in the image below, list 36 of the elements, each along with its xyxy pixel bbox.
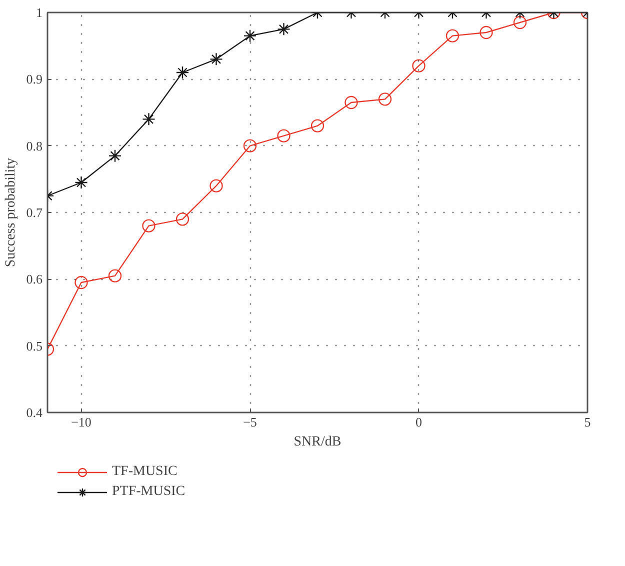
y-tick-label: 0.6 [26, 272, 43, 287]
y-tick-label: 0.9 [26, 72, 42, 87]
point [446, 29, 460, 42]
point [108, 269, 122, 282]
x-tick-label: −10 [71, 414, 92, 430]
y-tick-label: 0.8 [26, 138, 42, 154]
point [513, 16, 527, 30]
y-tick-label: 0.7 [26, 205, 43, 220]
legend-label: PTF-MUSIC [112, 484, 186, 500]
point [243, 29, 257, 42]
point [378, 92, 392, 106]
point [142, 219, 156, 232]
point [142, 112, 156, 126]
point [176, 66, 190, 80]
point [74, 176, 88, 190]
point [243, 139, 257, 152]
point [277, 22, 290, 36]
y-tick-label: 0.4 [26, 405, 43, 420]
point [74, 276, 88, 290]
x-tick-label: 5 [584, 414, 591, 430]
point [210, 52, 223, 66]
x-axis-title: SNR/dB [294, 434, 342, 450]
point [480, 26, 493, 40]
x-tick-label: 0 [416, 414, 422, 430]
point [108, 149, 122, 162]
point [210, 179, 223, 192]
point [277, 129, 290, 142]
point [344, 96, 358, 110]
y-axis-title: Success probability [3, 158, 18, 268]
y-tick-label: 1 [36, 5, 42, 20]
x-tick-label: −5 [243, 414, 257, 430]
y-tick-label: 0.5 [26, 338, 42, 354]
point [412, 59, 426, 72]
point [310, 119, 324, 132]
legend-label: TF-MUSIC [112, 464, 178, 480]
point [176, 212, 190, 226]
